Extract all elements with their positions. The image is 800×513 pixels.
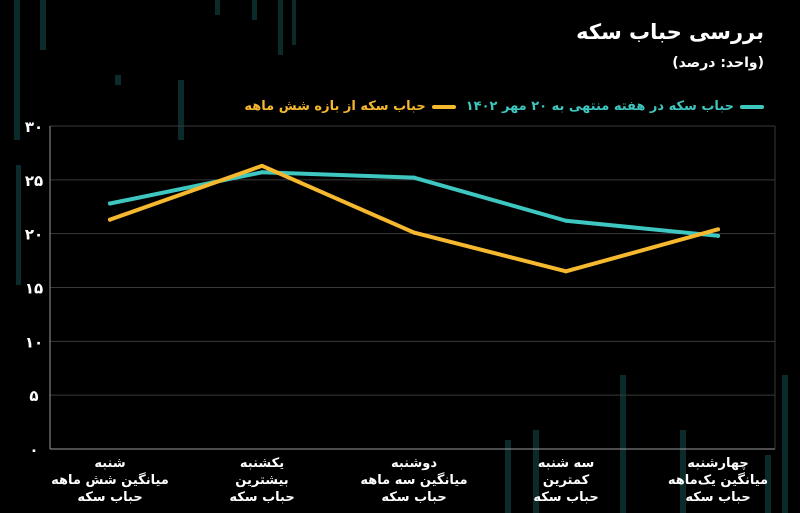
data-point [716, 233, 720, 238]
data-point [412, 230, 416, 235]
chart-unit: (واحد: درصد) [672, 55, 764, 71]
x-tick-label: چهارشنبه میانگین یک‌ماهه حباب سکه [643, 455, 793, 506]
x-tick-label-line: سه شنبه [537, 456, 595, 471]
background-bar [14, 0, 20, 140]
data-point [260, 170, 264, 175]
background-bar [505, 440, 511, 513]
background-bar [533, 430, 539, 513]
background-bar [40, 0, 46, 50]
data-point [108, 201, 112, 206]
legend-item-teal: حباب سکه در هفته منتهی به ۲۰ مهر ۱۴۰۲ [466, 99, 764, 114]
legend-swatch-teal [740, 104, 764, 109]
series-line-1 [108, 163, 720, 274]
background-bar [782, 375, 788, 513]
y-tick-label: ۳۰ [25, 118, 43, 136]
legend-label-gold: حباب سکه از بازه شش ماهه [244, 99, 426, 114]
y-tick-label: ۲۵ [25, 172, 43, 190]
x-tick-label-line: چهارشنبه [687, 456, 749, 471]
legend-item-gold: حباب سکه از بازه شش ماهه [244, 99, 456, 114]
data-point [260, 163, 264, 168]
x-tick-label-line: کمترین [542, 473, 590, 488]
data-point [564, 218, 568, 223]
x-tick-label-line: حباب سکه [533, 490, 599, 505]
x-tick-label-line: حباب سکه [381, 490, 447, 505]
background-bar [620, 375, 626, 513]
data-point [108, 217, 112, 222]
x-tick-label-line: میانگین یک‌ماهه [667, 473, 769, 488]
background-bar [292, 0, 296, 45]
background-bar [115, 75, 121, 85]
background-bar [765, 455, 771, 513]
data-point [412, 175, 416, 180]
x-tick-label-line: بیشترین [235, 473, 289, 488]
x-tick-label-line: میانگین شش ماهه [51, 473, 169, 488]
y-tick-label: ۲۰ [25, 226, 43, 244]
y-tick-label: ۱۵ [25, 280, 43, 298]
data-point [564, 269, 568, 274]
x-tick-label-line: حباب سکه [229, 490, 295, 505]
y-tick-label: ۰ [29, 441, 38, 459]
x-tick-label: یکشنبه بیشترین حباب سکه [187, 455, 337, 506]
x-tick-label-line: یکشنبه [239, 456, 285, 471]
y-tick-label: ۵ [29, 387, 38, 405]
x-tick-label: سه شنبه کمترین حباب سکه [491, 455, 641, 506]
chart-title: بررسی حباب سکه [576, 20, 764, 44]
data-point [716, 227, 720, 232]
x-tick-label-line: حباب سکه [685, 490, 751, 505]
background-bar [215, 0, 220, 15]
legend: حباب سکه در هفته منتهی به ۲۰ مهر ۱۴۰۲ حب… [244, 99, 764, 114]
background-bar [16, 165, 21, 285]
background-bar [278, 0, 283, 55]
background-bar [252, 0, 257, 20]
legend-swatch-gold [431, 104, 456, 109]
x-tick-label: دوشنبه میانگین سه ماهه حباب سکه [339, 455, 489, 506]
background-bar [178, 80, 184, 140]
y-tick-label: ۱۰ [25, 333, 43, 351]
x-tick-label-line: حباب سکه [77, 490, 143, 505]
x-tick-label: شنبه میانگین شش ماهه حباب سکه [35, 455, 185, 506]
background-bar [680, 430, 686, 513]
legend-label-teal: حباب سکه در هفته منتهی به ۲۰ مهر ۱۴۰۲ [465, 99, 734, 114]
series-line-0 [108, 170, 720, 238]
x-tick-label-line: دوشنبه [390, 456, 438, 471]
x-tick-label-line: میانگین سه ماهه [360, 473, 468, 488]
x-tick-label-line: شنبه [94, 456, 126, 471]
